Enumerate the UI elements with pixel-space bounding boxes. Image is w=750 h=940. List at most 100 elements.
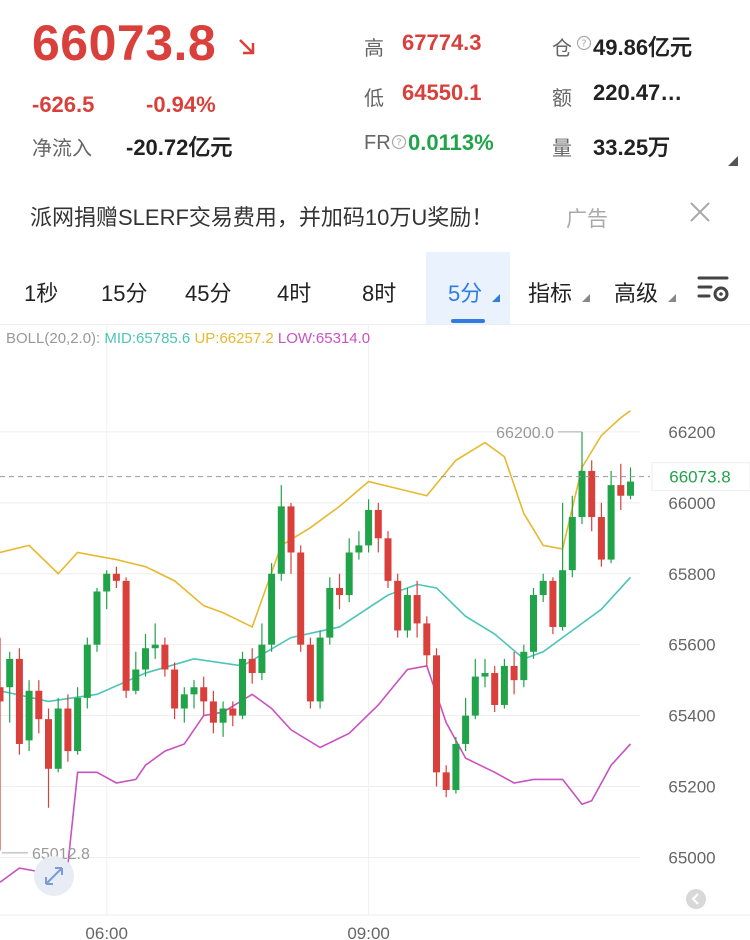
candle-body [510, 665, 518, 681]
low-label: 低 [364, 88, 384, 110]
dropdown-corner-icon [582, 294, 590, 302]
help-icon[interactable]: ? [391, 134, 407, 150]
chart-settings-icon[interactable] [697, 274, 733, 304]
price-change-pct: -0.94% [146, 92, 216, 117]
dropdown-corner-icon [668, 294, 676, 302]
candle-body [297, 552, 305, 645]
y-tick-label: 65000 [668, 848, 715, 867]
current-price-box [651, 462, 750, 492]
boll-mid: MID:65785.6 [104, 330, 191, 347]
high-value: 67774.3 [402, 30, 482, 55]
candle-body [491, 673, 499, 705]
candle-body [248, 658, 256, 674]
candle-body [481, 673, 489, 677]
boll-name: BOLL(20,2.0): [6, 330, 101, 347]
high-label: 高 [364, 38, 384, 60]
ad-tag: 广告 [566, 208, 608, 231]
candle-body [549, 580, 557, 627]
candle-body [54, 708, 62, 769]
y-tick-label: 65600 [668, 636, 715, 655]
y-tick-label: 65200 [668, 778, 715, 797]
volume-value: 33.25万 [593, 135, 671, 160]
dropdown-corner-icon [492, 294, 500, 302]
boll-indicator-legend[interactable]: BOLL(20,2.0): MID:65785.6 UP:66257.2 LOW… [6, 330, 370, 347]
candle-body [306, 644, 314, 702]
candle-body [423, 623, 431, 656]
y-tick-label: 65800 [668, 565, 715, 584]
candle-body [365, 509, 373, 546]
candle-body [452, 743, 460, 791]
amount-value: 220.47… [593, 80, 683, 105]
x-tick-label: 09:00 [347, 924, 390, 940]
boll-up: UP:66257.2 [194, 330, 274, 347]
candle-body [239, 658, 246, 716]
boll-upper-line [0, 409, 631, 629]
candle-body [568, 517, 576, 571]
tab-active-underline [451, 319, 485, 323]
open-interest-value: 49.86亿元 [593, 35, 693, 60]
tab-8h[interactable]: 8时 [362, 281, 397, 306]
candle-body [316, 637, 324, 702]
tab-4h[interactable]: 4时 [277, 281, 312, 306]
price-change: -626.5 [32, 92, 95, 117]
netflow-value: -20.72亿元 [126, 135, 233, 160]
fr-label: FR [364, 132, 391, 154]
candle-body [258, 644, 266, 674]
candle-body [151, 644, 159, 649]
candle-body [413, 595, 421, 624]
tab-5m[interactable]: 5分 [448, 281, 483, 306]
candle-body [627, 481, 634, 496]
tab-indicators[interactable]: 指标 [528, 281, 573, 306]
candlestick-chart[interactable]: 66200 66000 65800 65600 65400 65200 65000 06:00… [0, 325, 750, 940]
expand-arrows-icon [45, 867, 63, 885]
ad-banner-text[interactable]: 派网捐赠SLERF交易费用，并加码10万U奖励！ [30, 205, 494, 230]
candle-body [559, 570, 567, 627]
help-icon[interactable]: ? [576, 35, 592, 51]
candle-body [83, 644, 91, 698]
candle-body [597, 517, 605, 560]
candle-body [209, 701, 217, 723]
candle-body [530, 595, 537, 652]
candle-body [355, 545, 363, 553]
candle-body [471, 676, 479, 716]
low-value: 64550.1 [402, 80, 482, 105]
tab-45m[interactable]: 45分 [185, 281, 232, 306]
chevron-left-icon [691, 893, 699, 905]
candle-body [394, 580, 402, 631]
boll-lower-line [0, 665, 632, 883]
y-tick-label: 65400 [668, 707, 715, 726]
candle-body [433, 655, 440, 773]
volume-label: 量 [552, 138, 572, 160]
tab-1s[interactable]: 1秒 [24, 281, 59, 306]
candle-body [35, 690, 43, 720]
tab-advanced[interactable]: 高级 [614, 281, 659, 306]
candle-body [287, 506, 295, 553]
candle-body [607, 485, 615, 560]
candle-body [588, 470, 596, 518]
scroll-left-button[interactable] [686, 889, 706, 909]
candle-body [326, 587, 334, 638]
svg-text:?: ? [581, 39, 586, 50]
candle-body [384, 538, 392, 581]
netflow-label: 净流入 [32, 138, 92, 160]
candle-body [520, 651, 528, 681]
max-price-label: 66200.0 [496, 425, 554, 442]
close-icon[interactable] [686, 198, 714, 226]
candle-body [442, 772, 450, 791]
candle-body [103, 573, 111, 592]
candle-body [336, 587, 343, 596]
candle-body [74, 697, 82, 752]
x-tick-label: 06:00 [85, 924, 128, 940]
candle-body [277, 506, 285, 574]
funding-rate-value: 0.0113% [408, 130, 494, 155]
crosshair-toggle-button[interactable] [34, 856, 74, 896]
expand-corner-icon[interactable] [728, 156, 738, 166]
candle-body [500, 665, 508, 705]
y-tick-label: 66200 [668, 423, 715, 442]
tab-15m[interactable]: 15分 [101, 281, 148, 306]
svg-text:?: ? [396, 138, 401, 149]
arrow-down-right-icon [239, 39, 255, 55]
candle-body [617, 485, 625, 496]
y-tick-label: 66000 [668, 494, 715, 513]
candle-body [578, 470, 586, 518]
